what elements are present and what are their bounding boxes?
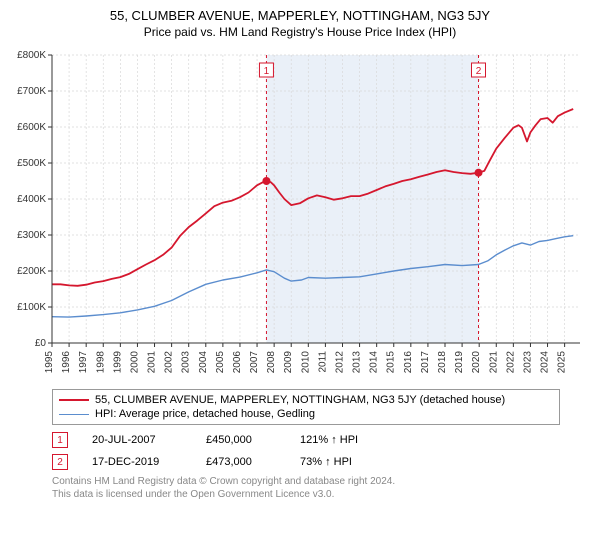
svg-text:2007: 2007 [249, 351, 260, 374]
svg-text:2010: 2010 [300, 351, 311, 374]
svg-text:£700K: £700K [17, 86, 46, 97]
svg-text:2005: 2005 [215, 351, 226, 374]
svg-text:2017: 2017 [420, 351, 431, 374]
chart-container: 55, CLUMBER AVENUE, MAPPERLEY, NOTTINGHA… [0, 0, 600, 505]
sales-row: 2 17-DEC-2019 £473,000 73% ↑ HPI [52, 451, 560, 473]
svg-text:2009: 2009 [283, 351, 294, 374]
svg-text:£400K: £400K [17, 194, 46, 205]
legend-item: 55, CLUMBER AVENUE, MAPPERLEY, NOTTINGHA… [59, 393, 553, 407]
sale-pct: 121% ↑ HPI [300, 434, 390, 446]
svg-text:1: 1 [264, 66, 270, 77]
svg-text:2022: 2022 [505, 351, 516, 374]
svg-text:2: 2 [476, 66, 482, 77]
svg-text:£500K: £500K [17, 158, 46, 169]
svg-text:2023: 2023 [522, 351, 533, 374]
sales-row: 1 20-JUL-2007 £450,000 121% ↑ HPI [52, 429, 560, 451]
footer-line2: This data is licensed under the Open Gov… [52, 488, 560, 501]
sale-date: 17-DEC-2019 [92, 456, 182, 468]
svg-text:1995: 1995 [44, 351, 55, 374]
svg-text:1996: 1996 [61, 351, 72, 374]
legend-label: HPI: Average price, detached house, Gedl… [95, 408, 315, 420]
sales-table: 1 20-JUL-2007 £450,000 121% ↑ HPI 2 17-D… [52, 429, 560, 473]
svg-text:2002: 2002 [164, 351, 175, 374]
sale-price: £473,000 [206, 456, 276, 468]
svg-text:£200K: £200K [17, 266, 46, 277]
svg-text:£0: £0 [35, 338, 47, 349]
svg-text:2012: 2012 [334, 351, 345, 374]
svg-text:£300K: £300K [17, 230, 46, 241]
svg-text:2003: 2003 [181, 351, 192, 374]
svg-text:2013: 2013 [352, 351, 363, 374]
svg-text:2021: 2021 [488, 351, 499, 374]
svg-text:2011: 2011 [317, 351, 328, 373]
chart-title-line1: 55, CLUMBER AVENUE, MAPPERLEY, NOTTINGHA… [10, 8, 590, 23]
svg-text:2000: 2000 [129, 351, 140, 374]
legend-item: HPI: Average price, detached house, Gedl… [59, 407, 553, 421]
svg-text:2014: 2014 [369, 351, 380, 374]
svg-text:£100K: £100K [17, 302, 46, 313]
svg-text:2016: 2016 [403, 351, 414, 374]
legend: 55, CLUMBER AVENUE, MAPPERLEY, NOTTINGHA… [52, 389, 560, 425]
svg-text:1997: 1997 [78, 351, 89, 374]
svg-text:2006: 2006 [232, 351, 243, 374]
chart-title-line2: Price paid vs. HM Land Registry's House … [10, 25, 590, 39]
sale-marker-2: 2 [52, 454, 68, 470]
sale-marker-1: 1 [52, 432, 68, 448]
svg-text:2020: 2020 [471, 351, 482, 374]
price-chart: 1 2 £0 £100K £200K £300K £400K £500K £600K £700K £… [10, 45, 590, 385]
svg-text:£600K: £600K [17, 122, 46, 133]
footer-line1: Contains HM Land Registry data © Crown c… [52, 475, 560, 488]
svg-text:1999: 1999 [112, 351, 123, 374]
legend-swatch-hpi [59, 414, 89, 415]
sale-price: £450,000 [206, 434, 276, 446]
sale-date: 20-JUL-2007 [92, 434, 182, 446]
svg-text:2015: 2015 [386, 351, 397, 374]
svg-text:2024: 2024 [540, 351, 551, 374]
svg-text:2008: 2008 [266, 351, 277, 374]
svg-text:2019: 2019 [454, 351, 465, 374]
svg-text:£800K: £800K [17, 50, 46, 61]
svg-text:2004: 2004 [198, 351, 209, 374]
svg-text:2018: 2018 [437, 351, 448, 374]
svg-text:1998: 1998 [95, 351, 106, 374]
legend-swatch-property [59, 399, 89, 401]
svg-text:2001: 2001 [147, 351, 158, 374]
footer: Contains HM Land Registry data © Crown c… [52, 475, 560, 501]
legend-label: 55, CLUMBER AVENUE, MAPPERLEY, NOTTINGHA… [95, 394, 505, 406]
svg-text:2025: 2025 [557, 351, 568, 374]
sale-pct: 73% ↑ HPI [300, 456, 390, 468]
